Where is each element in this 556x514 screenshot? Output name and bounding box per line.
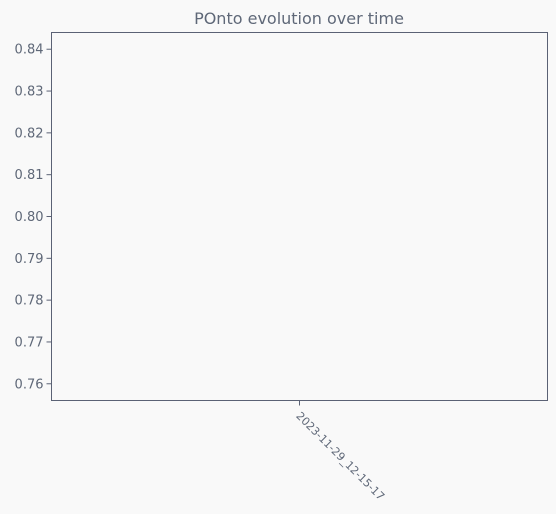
y-tick-label: 0.81 bbox=[15, 168, 44, 183]
x-axis: 2023-11-29_12-15-17 bbox=[293, 400, 387, 503]
y-tick-label: 0.77 bbox=[15, 335, 44, 350]
plot-frame bbox=[51, 32, 548, 401]
y-tick-label: 0.82 bbox=[15, 126, 44, 141]
y-axis: 0.76 0.77 0.78 0.79 0.80 0.81 0.82 0.83 0.84 bbox=[15, 43, 52, 392]
x-tick-label: 2023-11-29_12-15-17 bbox=[293, 409, 387, 503]
y-tick-label: 0.80 bbox=[15, 210, 44, 225]
y-tick-label: 0.84 bbox=[15, 43, 44, 58]
y-tick-label: 0.78 bbox=[15, 294, 44, 309]
y-tick-label: 0.83 bbox=[15, 85, 44, 100]
y-tick-label: 0.76 bbox=[15, 377, 44, 392]
y-tick-label: 0.79 bbox=[15, 252, 44, 267]
chart-title: POnto evolution over time bbox=[194, 9, 404, 28]
